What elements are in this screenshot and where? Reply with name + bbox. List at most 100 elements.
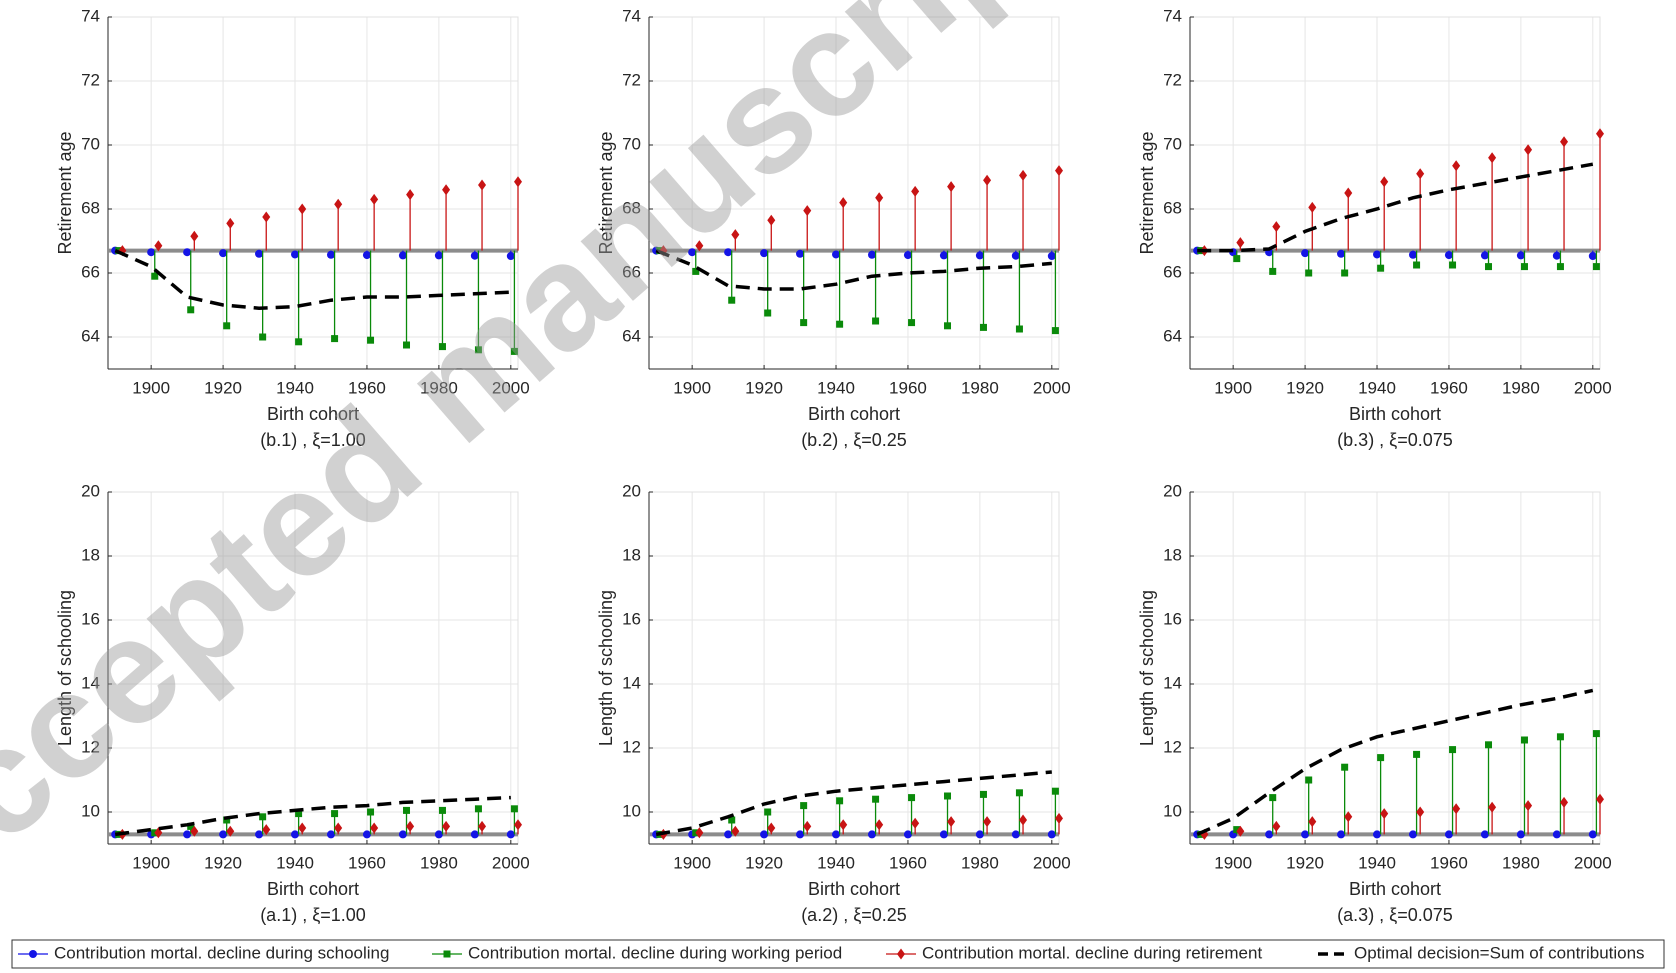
marker [219,830,228,839]
subplot-title: (b.2) , ξ=0.25 [801,430,907,450]
y-tick-label: 14 [622,673,641,692]
marker [298,822,307,834]
y-tick-label: 74 [622,6,641,25]
marker [695,827,704,839]
legend-marker [29,950,37,958]
marker [367,808,375,816]
x-tick-label: 2000 [1574,378,1612,397]
marker [295,338,303,346]
marker [1055,165,1063,177]
marker [226,217,235,229]
marker [362,830,371,839]
y-tick-label: 18 [81,545,100,564]
legend-label: Optimal decision=Sum of contributions [1354,943,1645,962]
x-tick-label: 1960 [1430,853,1468,872]
marker [975,830,984,839]
marker [1524,800,1533,812]
marker [291,250,300,259]
marker [803,820,812,832]
marker [832,250,841,259]
marker [939,251,948,260]
marker [147,248,156,257]
x-tick-label: 1900 [673,853,711,872]
optimal-line [1197,162,1594,253]
marker [1377,754,1385,762]
marker [190,230,199,242]
legend-label: Contribution mortal. decline during scho… [54,943,389,962]
marker [767,822,776,834]
marker [867,250,876,259]
marker [1560,136,1569,148]
marker [695,240,704,252]
marker [510,347,518,355]
y-tick-label: 20 [622,481,641,500]
x-tick-label: 1900 [132,378,170,397]
marker [190,825,199,837]
marker [1337,249,1346,258]
marker [975,251,984,260]
marker [688,248,697,257]
marker [1047,830,1056,839]
marker [1341,763,1349,771]
optimal-line [114,249,511,310]
marker [692,267,700,275]
y-tick-label: 66 [1163,262,1182,281]
marker [867,830,876,839]
marker [1055,812,1063,824]
y-axis-label: Length of schooling [596,590,616,746]
legend-box [11,939,1665,969]
x-tick-label: 1940 [1358,853,1396,872]
y-tick-label: 70 [622,134,641,153]
marker [474,346,482,354]
marker [1449,261,1457,269]
marker [403,341,411,349]
y-tick-label: 12 [1163,737,1182,756]
marker [1308,816,1317,828]
marker [1592,730,1600,738]
marker [406,189,415,201]
marker [947,816,956,828]
marker [474,805,482,813]
marker [183,248,192,257]
marker [911,185,920,197]
legend-label: Contribution mortal. decline during work… [468,943,842,962]
x-tick-label: 1900 [1214,378,1252,397]
marker [1373,250,1382,259]
y-tick-label: 70 [81,134,100,153]
marker [939,830,948,839]
marker [334,822,343,834]
marker [1552,830,1561,839]
y-tick-label: 66 [622,262,641,281]
marker [1019,814,1028,826]
marker [331,335,339,343]
marker [1337,830,1346,839]
marker [1236,825,1245,837]
marker [370,822,379,834]
marker [219,249,228,258]
marker [510,805,518,813]
marker [398,251,407,260]
subplot-title: (a.3) , ξ=0.075 [1337,905,1453,925]
marker [367,336,375,344]
legend-label: Contribution mortal. decline during reti… [922,943,1262,962]
x-tick-label: 1920 [204,378,242,397]
y-tick-label: 10 [81,801,100,820]
marker [331,810,339,818]
legend-item: Optimal decision=Sum of contributions [1318,943,1645,962]
marker [442,820,451,832]
marker [1051,327,1059,335]
marker [911,817,920,829]
x-tick-label: 1940 [1358,378,1396,397]
x-tick-label: 1980 [961,378,999,397]
marker [875,819,884,831]
x-tick-label: 1940 [817,378,855,397]
marker [1236,237,1245,249]
x-axis-label: Birth cohort [1349,879,1441,899]
marker [944,322,952,330]
marker [298,203,307,215]
marker [903,251,912,260]
marker [764,309,772,317]
marker [1444,830,1453,839]
y-tick-label: 68 [81,198,100,217]
marker [514,819,522,831]
